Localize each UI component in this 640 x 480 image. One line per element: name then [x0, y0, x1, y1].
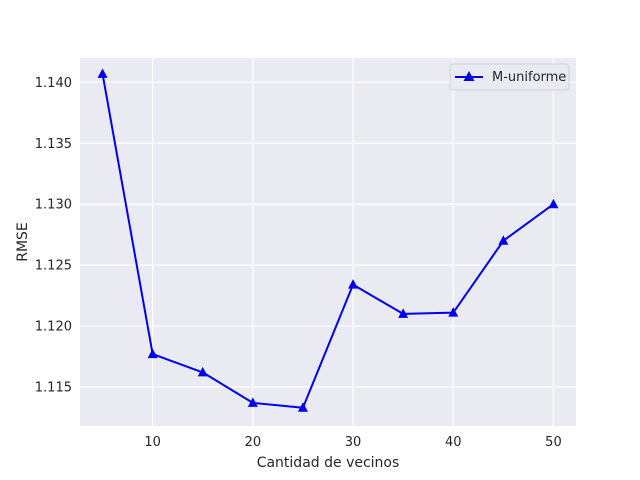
series-group	[97, 68, 559, 412]
x-tick-label: 30	[345, 435, 362, 450]
data-point	[97, 68, 108, 78]
data-point	[498, 235, 509, 245]
data-point	[247, 397, 258, 407]
data-point	[548, 198, 559, 209]
data-point	[197, 366, 208, 377]
data-point	[147, 348, 158, 359]
y-tick-label: 1.115	[35, 381, 72, 396]
y-axis-label: RMSE	[15, 222, 31, 262]
x-axis-ticks: 10 20 30 40 50	[144, 435, 561, 450]
data-point	[448, 307, 459, 317]
x-tick-label: 50	[545, 435, 562, 450]
data-point	[348, 279, 359, 289]
y-tick-label: 1.125	[35, 259, 72, 274]
x-tick-label: 10	[144, 435, 161, 450]
y-tick-label: 1.140	[35, 76, 72, 91]
y-tick-label: 1.120	[35, 320, 72, 335]
plot-area	[80, 58, 576, 426]
data-point	[297, 402, 308, 412]
data-point	[398, 308, 409, 318]
series-line	[101, 73, 555, 409]
x-tick-label: 40	[445, 435, 462, 450]
legend-marker	[463, 71, 475, 81]
legend-box	[449, 63, 570, 91]
y-tick-label: 1.130	[35, 198, 72, 213]
legend: M-uniforme	[449, 63, 570, 91]
x-tick-label: 20	[245, 435, 262, 450]
legend-entry-label: M-uniforme	[492, 70, 566, 85]
y-axis-ticks: 1.115 1.120 1.125 1.130 1.135 1.140	[35, 76, 72, 396]
y-tick-label: 1.135	[35, 137, 72, 152]
x-axis-label: Cantidad de vecinos	[257, 455, 400, 471]
